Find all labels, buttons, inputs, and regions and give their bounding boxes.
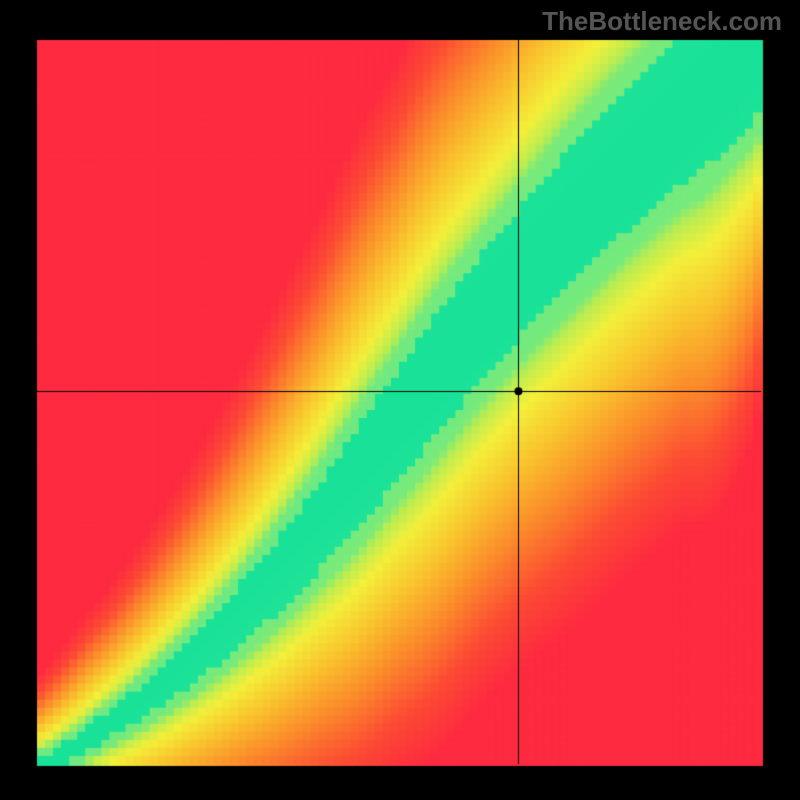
bottleneck-heatmap	[0, 0, 800, 800]
watermark-text: TheBottleneck.com	[542, 6, 782, 37]
